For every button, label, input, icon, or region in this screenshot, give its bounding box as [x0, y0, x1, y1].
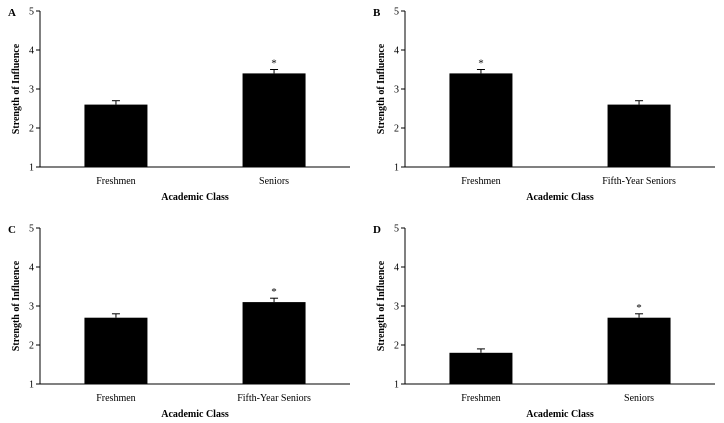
y-tick-label: 3 — [394, 302, 399, 313]
y-axis-title: Strength of Influence — [376, 260, 387, 351]
y-tick-label: 3 — [29, 302, 34, 313]
y-tick-label: 3 — [394, 85, 399, 96]
bar-freshmen — [84, 104, 148, 167]
y-axis-title: Strength of Influence — [376, 43, 387, 134]
panel-b: B 1 2 3 4 5 * Freshmen Fifth-Year Seniors Academi… — [373, 7, 715, 203]
y-tick-label: 3 — [29, 85, 34, 96]
bar-seniors — [607, 317, 671, 384]
significance-marker: * — [478, 58, 484, 70]
y-axis-title: Strength of Influence — [11, 43, 22, 134]
panel-letter: C — [8, 224, 16, 236]
y-tick-label: 5 — [29, 7, 34, 18]
x-axis-title: Academic Class — [161, 409, 229, 420]
category-label: Fifth-Year Seniors — [237, 393, 311, 404]
y-tick-label: 1 — [29, 163, 34, 174]
y-tick-label: 2 — [29, 341, 34, 352]
significance-marker: * — [271, 286, 277, 298]
category-label: Freshmen — [96, 176, 135, 187]
y-tick-label: 2 — [29, 124, 34, 135]
x-axis-title: Academic Class — [526, 192, 594, 203]
panel-d: D 1 2 3 4 5 Freshmen * Seniors Academic Class Stre… — [373, 224, 715, 420]
y-tick-label: 5 — [394, 224, 399, 235]
panel-letter: B — [373, 7, 381, 19]
bar-seniors — [242, 73, 306, 167]
significance-marker: * — [271, 58, 277, 70]
bar-fifth-year-seniors — [242, 302, 306, 384]
bar-freshmen — [449, 73, 513, 167]
y-tick-label: 2 — [394, 124, 399, 135]
y-tick-label: 5 — [394, 7, 399, 18]
y-axis-title: Strength of Influence — [11, 260, 22, 351]
category-label: Freshmen — [461, 393, 500, 404]
category-label: Fifth-Year Seniors — [602, 176, 676, 187]
y-tick-label: 1 — [394, 163, 399, 174]
category-label: Freshmen — [461, 176, 500, 187]
panel-a: A 1 2 3 4 5 Freshmen * Seniors Academic Class Stre… — [8, 7, 350, 203]
panel-letter: A — [8, 7, 16, 19]
y-tick-label: 2 — [394, 341, 399, 352]
y-tick-label: 4 — [394, 263, 399, 274]
bar-freshmen — [84, 317, 148, 384]
y-tick-label: 4 — [394, 46, 399, 57]
y-tick-label: 5 — [29, 224, 34, 235]
y-tick-label: 4 — [29, 46, 34, 57]
category-label: Freshmen — [96, 393, 135, 404]
x-axis-title: Academic Class — [161, 192, 229, 203]
panel-c: C 1 2 3 4 5 Freshmen * Fifth-Year Seniors Academi… — [8, 224, 350, 420]
bar-freshmen — [449, 352, 513, 384]
y-tick-label: 1 — [29, 380, 34, 391]
significance-marker: * — [636, 302, 642, 314]
y-tick-label: 4 — [29, 263, 34, 274]
category-label: Seniors — [259, 176, 289, 187]
y-tick-label: 1 — [394, 380, 399, 391]
category-label: Seniors — [624, 393, 654, 404]
panel-letter: D — [373, 224, 381, 236]
x-axis-title: Academic Class — [526, 409, 594, 420]
bar-fifth-year-seniors — [607, 104, 671, 167]
